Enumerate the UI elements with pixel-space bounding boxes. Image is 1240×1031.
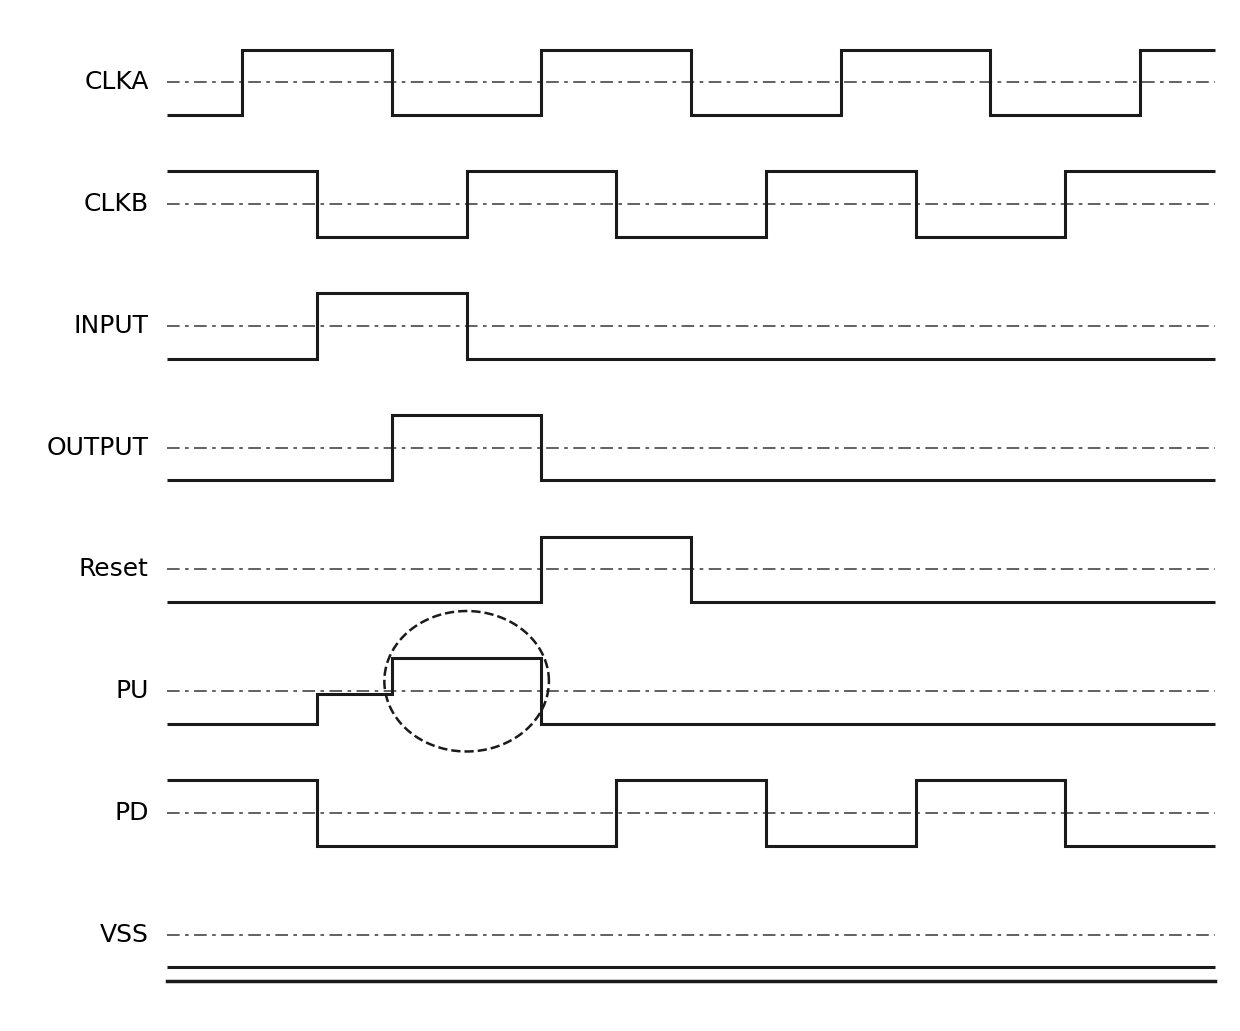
Text: CLKA: CLKA bbox=[84, 70, 149, 95]
Text: PD: PD bbox=[114, 801, 149, 825]
Text: CLKB: CLKB bbox=[83, 192, 149, 217]
Text: OUTPUT: OUTPUT bbox=[47, 436, 149, 460]
Text: INPUT: INPUT bbox=[73, 313, 149, 338]
Text: VSS: VSS bbox=[99, 923, 149, 946]
Text: PU: PU bbox=[115, 679, 149, 703]
Text: Reset: Reset bbox=[79, 558, 149, 581]
